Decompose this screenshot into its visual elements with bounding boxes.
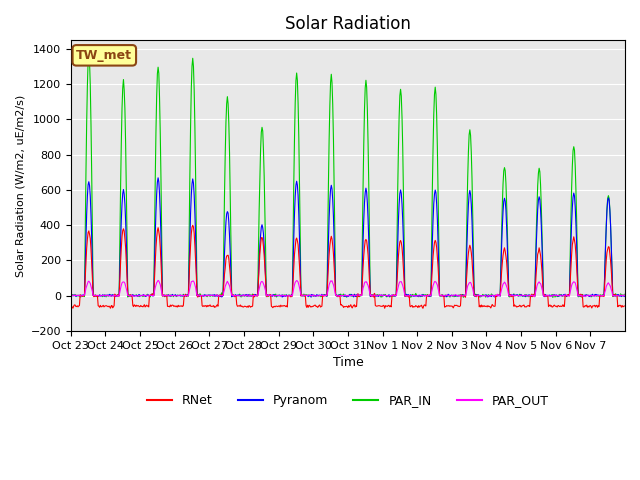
PAR_OUT [132, 293, 140, 299]
RNet [405, 292, 413, 298]
Pyranom [132, 293, 140, 299]
PAR_IN [132, 292, 140, 298]
Pyranom [234, 292, 242, 298]
PAR_IN [234, 293, 242, 299]
PAR_OUT [283, 293, 291, 299]
Pyranom [307, 294, 315, 300]
PAR_OUT [67, 292, 75, 298]
PAR_IN [283, 292, 291, 298]
X-axis label: Time: Time [333, 356, 364, 369]
RNet [262, 277, 269, 283]
RNet [67, 303, 75, 309]
Line: Pyranom: Pyranom [71, 178, 624, 297]
Line: PAR_IN: PAR_IN [71, 52, 624, 298]
Line: PAR_OUT: PAR_OUT [71, 280, 624, 297]
PAR_OUT [405, 293, 413, 299]
Pyranom [67, 293, 75, 299]
Pyranom [262, 275, 269, 280]
PAR_OUT [154, 277, 162, 283]
PAR_IN [405, 293, 413, 299]
Pyranom [283, 292, 291, 298]
PAR_OUT [620, 292, 628, 298]
Legend: RNet, Pyranom, PAR_IN, PAR_OUT: RNet, Pyranom, PAR_IN, PAR_OUT [142, 389, 554, 412]
PAR_IN [67, 292, 75, 298]
RNet [189, 222, 196, 228]
Pyranom [437, 293, 445, 299]
Text: TW_met: TW_met [76, 49, 132, 62]
Pyranom [406, 292, 414, 298]
Title: Solar Radiation: Solar Radiation [285, 15, 411, 33]
RNet [132, 303, 140, 309]
RNet [234, 303, 242, 309]
PAR_IN [620, 291, 628, 297]
RNet [283, 303, 291, 309]
PAR_OUT [234, 292, 242, 298]
PAR_OUT [531, 294, 539, 300]
PAR_IN [549, 295, 557, 300]
Pyranom [154, 175, 162, 180]
PAR_OUT [436, 292, 444, 298]
PAR_IN [85, 49, 93, 55]
PAR_OUT [262, 288, 269, 294]
RNet [620, 303, 628, 309]
RNet [419, 305, 427, 311]
Line: RNet: RNet [71, 225, 624, 308]
PAR_IN [262, 248, 269, 253]
Pyranom [620, 294, 628, 300]
PAR_IN [436, 293, 444, 299]
Y-axis label: Solar Radiation (W/m2, uE/m2/s): Solar Radiation (W/m2, uE/m2/s) [15, 95, 25, 276]
RNet [437, 293, 445, 299]
